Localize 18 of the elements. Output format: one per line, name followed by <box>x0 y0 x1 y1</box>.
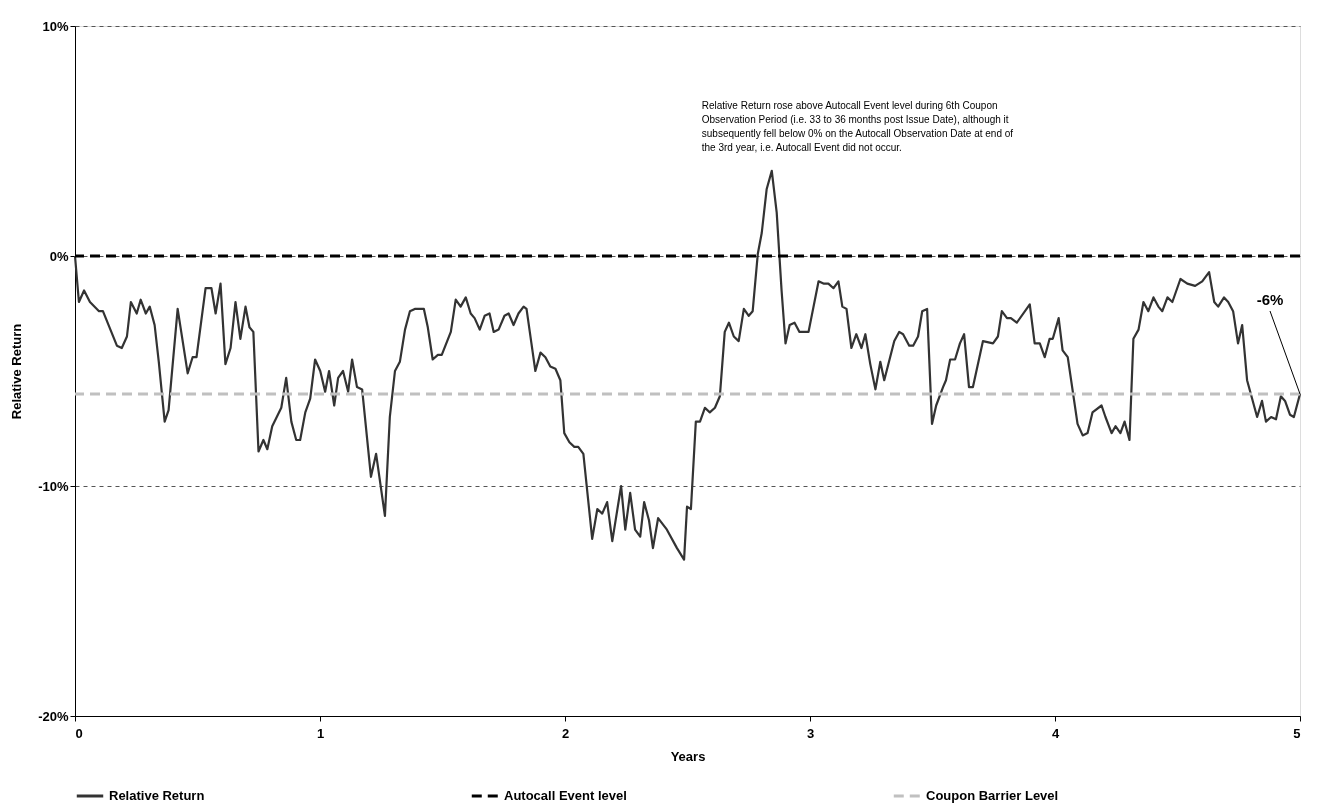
x-tick-label: 4 <box>1051 725 1060 741</box>
line-series <box>73 169 1302 561</box>
annotation: -6% <box>1256 291 1284 308</box>
y-tick-label: 0% <box>49 248 69 264</box>
legend-label: Autocall Event level <box>504 788 627 803</box>
y-tick-label: 10% <box>42 18 69 34</box>
x-tick-label: 0 <box>75 725 83 741</box>
annotation: Relative Return rose above Autocall Event level during 6th Coupon Observation Period (i.e. 33 to 36 months post Issue Date), although it subsequently fell below 0% on the Autocall Observation Date at end of the 3rd year, i.e. Autocall Event did not occur. <box>701 99 1014 153</box>
legend-label: Relative Return <box>109 788 205 803</box>
x-axis-title: Years <box>670 748 706 764</box>
x-tick-label: 2 <box>561 725 570 741</box>
y-axis-title: Relative Return <box>9 323 25 420</box>
y-tick-label: -10% <box>38 478 69 494</box>
y-tick-label: -20% <box>38 708 69 724</box>
x-tick-label: 5 <box>1293 725 1301 741</box>
legend-label: Coupon Barrier Level <box>926 788 1059 803</box>
x-tick-label: 3 <box>806 725 815 741</box>
x-tick-label: 1 <box>316 725 325 741</box>
